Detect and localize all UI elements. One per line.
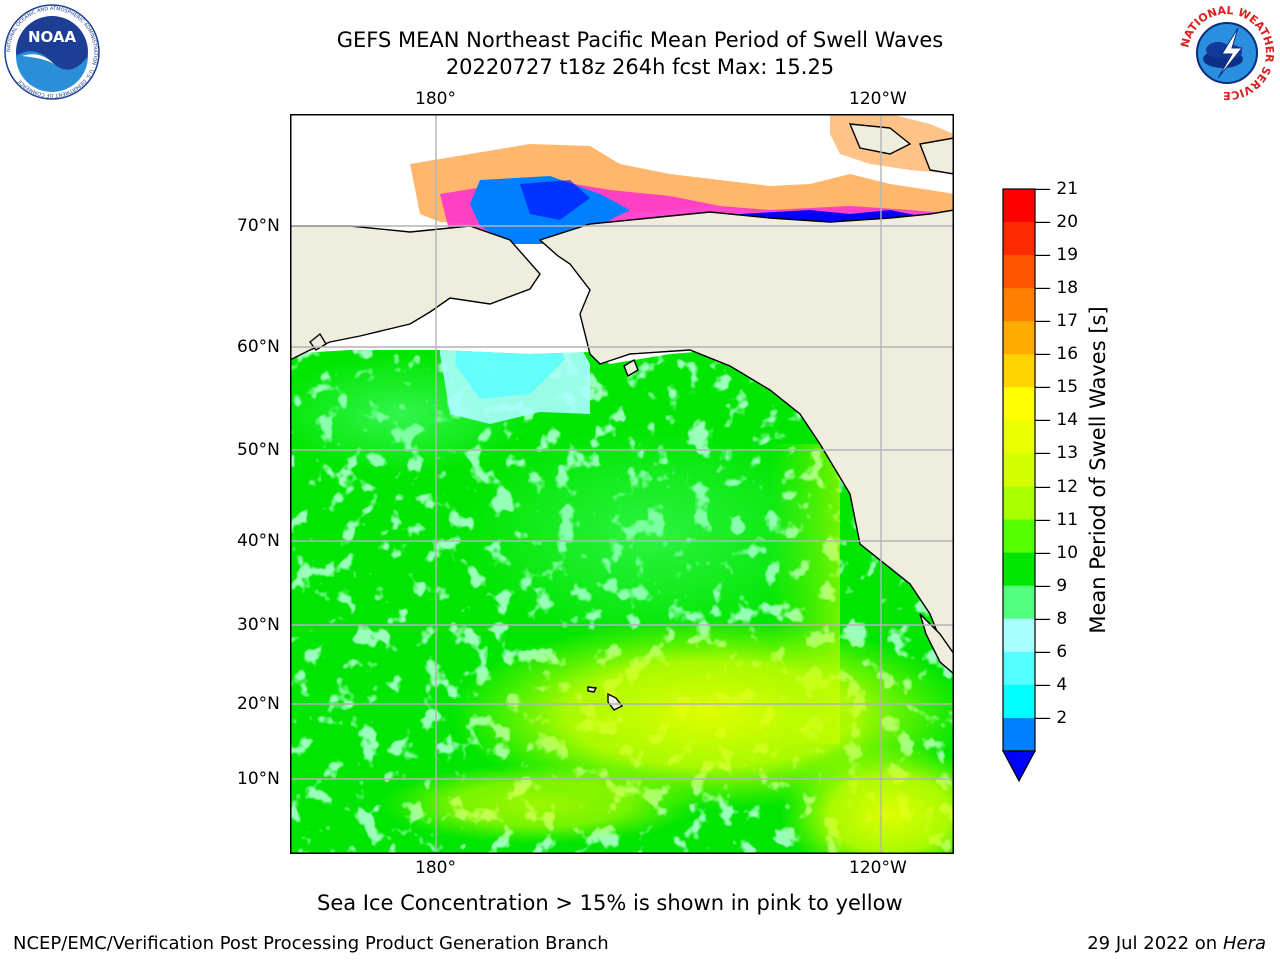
colorbar-band: [1003, 189, 1035, 223]
map-title: GEFS MEAN Northeast Pacific Mean Period …: [336, 28, 944, 52]
top-lon-label-180: 180°: [415, 89, 456, 109]
noaa-logo: NOAA NATIONAL OCEANIC AND ATMOSPHERIC AD…: [4, 4, 100, 100]
colorbar-tick-label: — 10: [1034, 542, 1079, 563]
colorbar-tick-label: — 8: [1034, 608, 1068, 629]
colorbar-band: [1003, 420, 1035, 454]
colorbar-tick-label: — 18: [1034, 278, 1079, 299]
colorbar-tick-label: — 14: [1034, 410, 1079, 431]
footer-host: Hera: [1222, 933, 1266, 954]
top-lon-label-120w: 120°W: [849, 89, 907, 109]
lat-label-20n: 20°N: [237, 694, 280, 714]
graticule: [290, 114, 954, 854]
sea-ice-caption: Sea Ice Concentration > 15% is shown in …: [317, 891, 903, 915]
colorbar-band: [1003, 354, 1035, 388]
colorbar-tick-label: — 2: [1034, 707, 1068, 728]
colorbar-tick-label: — 16: [1034, 344, 1079, 365]
colorbar-tick-label: — 20: [1034, 212, 1079, 233]
colorbar-tick-label: — 4: [1034, 674, 1068, 695]
bottom-lon-label-180: 180°: [415, 858, 456, 878]
colorbar-tick-label: — 9: [1034, 575, 1068, 596]
colorbar-tick-label: — 12: [1034, 476, 1079, 497]
colorbar-band: [1003, 453, 1035, 488]
lat-label-40n: 40°N: [237, 531, 280, 551]
colorbar-band: [1003, 552, 1035, 587]
map-subtitle: 20220727 t18z 264h fcst Max: 15.25: [445, 55, 835, 79]
colorbar-band: [1003, 585, 1035, 620]
colorbar-band: [1003, 321, 1035, 355]
colorbar-tick-label: — 15: [1034, 377, 1079, 398]
lat-label-10n: 10°N: [237, 769, 280, 789]
colorbar-band: [1003, 486, 1035, 521]
footer-right: 29 Jul 2022 on Hera: [1087, 933, 1266, 954]
noaa-logo-text: NOAA: [28, 28, 77, 46]
colorbar-band: [1003, 651, 1035, 686]
colorbar-band: [1003, 255, 1035, 289]
colorbar-band: [1003, 387, 1035, 421]
colorbar-tick-label: — 17: [1034, 311, 1079, 332]
lat-label-70n: 70°N: [237, 216, 280, 236]
nws-logo: NATIONAL WEATHER SERVICE: [1178, 4, 1276, 102]
colorbar-tick-label: — 19: [1034, 245, 1079, 266]
lat-label-60n: 60°N: [237, 337, 280, 357]
colorbar-band: [1003, 684, 1035, 719]
map-panel[interactable]: [290, 114, 954, 854]
lat-label-50n: 50°N: [237, 440, 280, 460]
lat-label-30n: 30°N: [237, 615, 280, 635]
colorbar-band: [1003, 222, 1035, 256]
colorbar-band: [1003, 717, 1035, 752]
footer-date: 29 Jul 2022 on: [1087, 933, 1223, 954]
colorbar-tick-label: — 21: [1034, 179, 1079, 199]
colorbar: [1002, 188, 1036, 784]
land-masses: [290, 123, 954, 711]
colorbar-band: [1003, 618, 1035, 653]
bottom-lon-label-120w: 120°W: [849, 858, 907, 878]
colorbar-tick-label: — 6: [1034, 641, 1068, 662]
colorbar-tick-label: — 13: [1034, 443, 1079, 464]
colorbar-band: [1003, 288, 1035, 322]
footer-left: NCEP/EMC/Verification Post Processing Pr…: [13, 933, 609, 954]
colorbar-label: Mean Period of Swell Waves [s]: [1086, 306, 1110, 634]
arctic-region: [410, 114, 954, 258]
colorbar-band: [1003, 519, 1035, 554]
colorbar-tick-label: — 11: [1034, 509, 1079, 530]
ocean-field: [290, 350, 954, 854]
colorbar-ticks: — 21 — 20 — 19 — 18 — 17 — 16 — 15 — 14 — 13 — 12…: [1034, 179, 1080, 780]
colorbar-extend-arrow: [1002, 750, 1036, 783]
